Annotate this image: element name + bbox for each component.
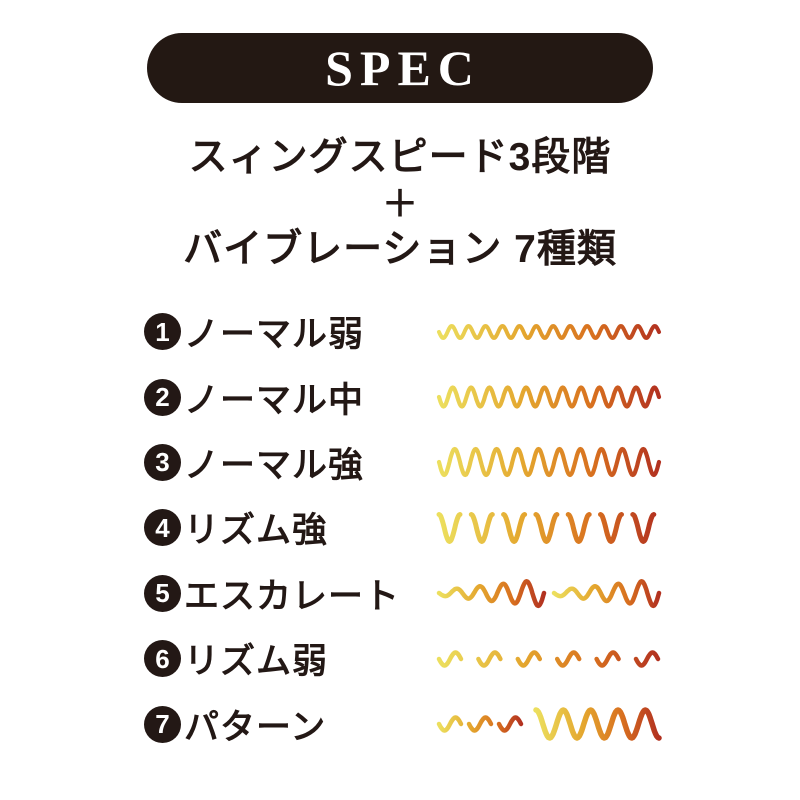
list-item: 3 ノーマル強 (0, 430, 800, 495)
list-item: 7 パターン (0, 691, 800, 756)
wave-pattern-icon (436, 649, 661, 668)
spec-banner: SPEC (147, 33, 653, 103)
subtitle-vibration: バイブレーション 7種類 (183, 228, 617, 271)
list-item: 4 リズム強 (0, 495, 800, 560)
list-item: 2 ノーマル中 (0, 364, 800, 429)
list-item: 6 リズム弱 (0, 626, 800, 691)
subtitle-swing-speed: スィングスピード3段階 (188, 136, 612, 179)
plus-sign: ＋ (381, 183, 418, 224)
list-item: 1 ノーマル弱 (0, 299, 800, 364)
item-label: リズム弱 (184, 642, 329, 682)
item-label: ノーマル強 (184, 445, 365, 485)
item-number-badge: 4 (144, 509, 181, 547)
item-label: ノーマル弱 (184, 315, 365, 355)
item-number-badge: 1 (144, 313, 181, 351)
list-item: 5 エスカレート (0, 561, 800, 626)
item-number-badge: 7 (144, 705, 181, 743)
wave-pattern-icon (436, 579, 662, 609)
vibration-mode-list: 1 ノーマル弱 2 ノーマル中 3 ノーマル強 4 リズム強 5 エスカレート 6 リズム弱 7 パターン (0, 299, 800, 757)
spec-banner-title: SPEC (325, 40, 481, 96)
item-number-badge: 6 (144, 640, 181, 678)
item-label: リズム強 (184, 511, 329, 551)
item-label: パターン (184, 707, 327, 747)
wave-pattern-icon (436, 447, 662, 478)
item-number-badge: 5 (144, 574, 181, 612)
wave-pattern-icon (436, 511, 657, 544)
item-number-badge: 2 (144, 378, 181, 416)
wave-pattern-icon (436, 707, 662, 741)
subtitle-block: スィングスピード3段階 ＋ バイブレーション 7種類 (0, 134, 800, 274)
wave-pattern-icon (436, 385, 662, 409)
item-label: ノーマル中 (184, 380, 365, 420)
wave-pattern-icon (437, 323, 661, 340)
item-label: エスカレート (184, 576, 401, 616)
item-number-badge: 3 (144, 443, 181, 481)
